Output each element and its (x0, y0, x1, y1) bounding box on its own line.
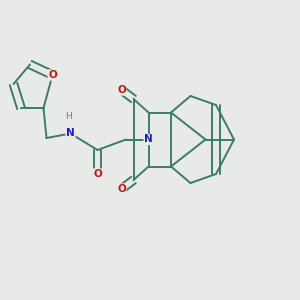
Text: N: N (66, 128, 75, 139)
Text: O: O (48, 70, 57, 80)
Text: H: H (66, 112, 72, 122)
Text: N: N (144, 134, 153, 145)
Text: O: O (117, 85, 126, 95)
Text: O: O (93, 169, 102, 179)
Text: O: O (117, 184, 126, 194)
